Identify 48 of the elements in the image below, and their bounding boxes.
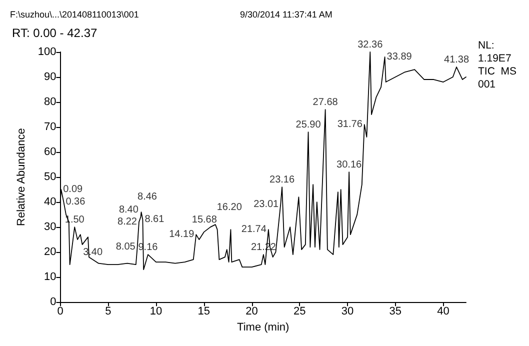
annotation: 15.68 (192, 214, 218, 226)
y-tick-label: 100 (38, 46, 56, 58)
text: 001 (478, 78, 496, 90)
y-tick-label: 10 (44, 271, 56, 284)
y-tick-label: 90 (44, 71, 56, 84)
x-axis-title: Time (min) (237, 322, 290, 334)
annotation: 16.20 (216, 202, 242, 214)
annotation: 8.46 (138, 192, 158, 203)
annotation: 31.76 (337, 119, 363, 130)
y-tick-label: 80 (44, 96, 56, 108)
annotation: 41.38 (444, 54, 470, 66)
annotation: 30.16 (336, 160, 362, 171)
annotation: 14.19 (169, 229, 195, 240)
y-axis-title: Relative Abundance (16, 128, 28, 226)
annotation: 8.40 (118, 204, 139, 216)
text: TIC MS (478, 66, 516, 78)
annotation: 8.22 (118, 216, 138, 228)
annotation: 0.09 (63, 184, 84, 196)
annotation: 0.36 (66, 196, 86, 208)
x-tick-label: 20 (246, 306, 258, 318)
y-tick-label: 60 (44, 146, 56, 158)
annotation: 8.05 (116, 242, 136, 253)
annotation: 23.01 (254, 199, 280, 210)
annotation: 27.68 (312, 97, 338, 108)
x-tick-label: 40 (437, 306, 450, 318)
y-tick-label: 50 (44, 171, 56, 184)
annotation: 32.36 (358, 40, 384, 50)
text: 9/30/2014 11:37:41 AM (240, 10, 332, 20)
y-tick-label: 20 (44, 246, 56, 258)
annotation: 25.90 (296, 120, 322, 131)
annotation: 33.89 (386, 52, 412, 62)
x-tick-label: 5 (105, 306, 112, 318)
text: NL: (478, 40, 494, 52)
y-tick-label: 40 (44, 196, 56, 208)
x-tick-label: 30 (341, 306, 354, 318)
annotation: 23.16 (270, 174, 295, 186)
y-tick-label: 0 (50, 296, 56, 308)
text: RT: 0.00 - 42.37 (12, 26, 98, 40)
annotation: 8.61 (144, 214, 165, 226)
y-tick-label: 70 (44, 121, 56, 134)
annotation: 21.74 (241, 224, 267, 236)
x-tick-label: 25 (294, 306, 306, 318)
x-tick-label: 35 (389, 306, 402, 318)
y-tick-label: 30 (44, 221, 56, 234)
x-tick-label: 15 (198, 306, 210, 318)
text: F:\suzhou\...\201408110013\001 (10, 10, 139, 20)
x-tick-label: 10 (150, 306, 162, 318)
text: 1.19E7 (478, 52, 512, 64)
